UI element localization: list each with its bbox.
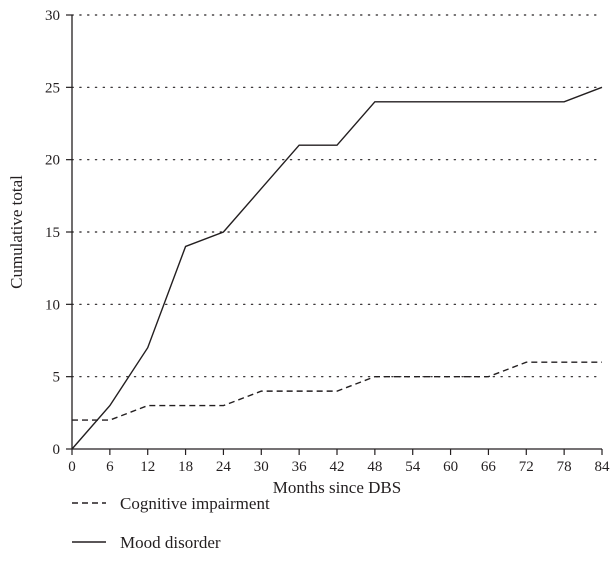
x-tick-label-66: 66 <box>481 459 497 475</box>
x-tick-label-48: 48 <box>367 459 382 475</box>
y-tick-label-10: 10 <box>45 297 60 313</box>
x-tick-label-60: 60 <box>443 459 458 475</box>
x-tick-label-18: 18 <box>178 459 193 475</box>
x-axis-title: Months since DBS <box>273 478 401 497</box>
x-tick-label-54: 54 <box>405 459 421 475</box>
grid <box>71 14 603 378</box>
series-line-cognitive-impairment <box>72 361 602 421</box>
x-tick-label-6: 6 <box>106 459 114 475</box>
x-tick-label-78: 78 <box>557 459 572 475</box>
x-tick-labels: 0 6 12 18 24 30 36 42 48 54 60 66 72 78 84 <box>68 459 610 475</box>
y-axis-title: Cumulative total <box>7 175 26 289</box>
x-tick-label-36: 36 <box>292 459 308 475</box>
legend: Cognitive impairment Mood disorder <box>72 494 270 552</box>
x-tick-label-84: 84 <box>595 459 611 475</box>
x-tick-label-0: 0 <box>68 459 76 475</box>
series-line-mood-disorder <box>71 86 603 450</box>
y-tick-label-30: 30 <box>45 8 60 24</box>
x-tick-label-30: 30 <box>254 459 269 475</box>
y-tick-label-20: 20 <box>45 153 60 169</box>
y-tick-label-0: 0 <box>53 442 61 458</box>
series <box>71 86 603 450</box>
legend-label-mood-disorder: Mood disorder <box>120 533 221 552</box>
x-tick-label-12: 12 <box>140 459 155 475</box>
x-tick-label-72: 72 <box>519 459 534 475</box>
y-tick-label-25: 25 <box>45 80 60 96</box>
x-tick-label-42: 42 <box>330 459 345 475</box>
tick-marks <box>66 14 603 455</box>
y-tick-label-5: 5 <box>53 370 61 386</box>
y-tick-labels: 0 5 10 15 20 25 30 <box>45 8 60 458</box>
legend-label-cognitive-impairment: Cognitive impairment <box>120 494 270 513</box>
x-tick-label-24: 24 <box>216 459 232 475</box>
y-tick-label-15: 15 <box>45 225 60 241</box>
